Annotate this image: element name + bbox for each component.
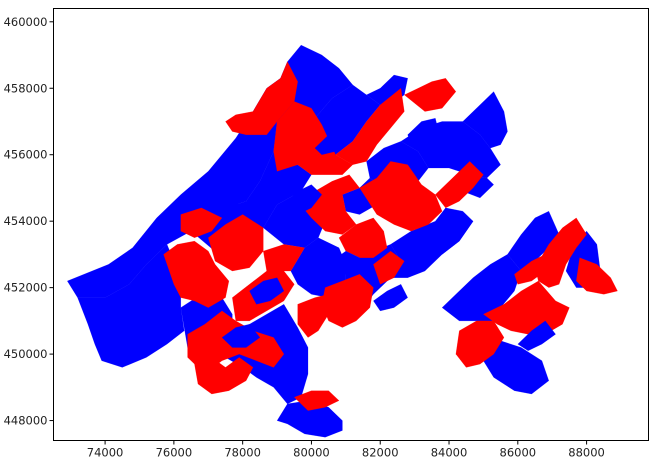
x-tick-label: 88000 xyxy=(568,446,605,460)
y-tick-label: 450000 xyxy=(4,347,48,361)
y-tick-label: 454000 xyxy=(4,214,48,228)
x-tick-label: 86000 xyxy=(500,446,537,460)
y-tick-label: 460000 xyxy=(4,15,48,29)
y-tick-label: 456000 xyxy=(4,148,48,162)
y-tick-label: 448000 xyxy=(4,414,48,428)
x-tick-label: 82000 xyxy=(362,446,399,460)
y-tick-label: 452000 xyxy=(4,281,48,295)
x-tick-label: 74000 xyxy=(87,446,124,460)
x-tick-label: 76000 xyxy=(156,446,193,460)
x-tick-label: 80000 xyxy=(293,446,330,460)
y-tick-label: 458000 xyxy=(4,81,48,95)
x-tick-label: 78000 xyxy=(224,446,261,460)
x-tick-label: 84000 xyxy=(431,446,468,460)
